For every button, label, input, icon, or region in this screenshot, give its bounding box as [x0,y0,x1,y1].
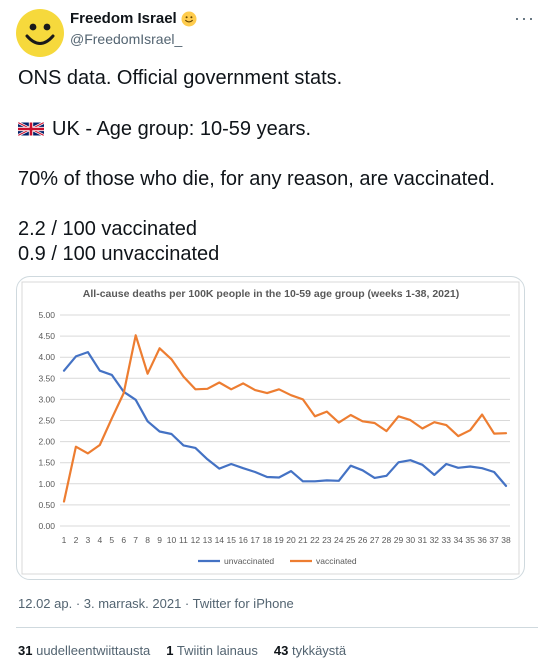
x-tick-label: 3 [86,535,91,545]
legend-label-unvaccinated: unvaccinated [224,556,274,566]
y-tick-label: 4.50 [38,331,55,341]
x-tick-label: 2 [74,535,79,545]
x-tick-label: 9 [157,535,162,545]
x-tick-label: 7 [133,535,138,545]
y-tick-label: 3.50 [38,373,55,383]
uk-flag-icon [18,121,44,137]
y-tick-label: 0.50 [38,500,55,510]
display-name-row[interactable]: Freedom Israel [70,10,197,27]
x-tick-label: 5 [109,535,114,545]
x-tick-label: 33 [442,535,452,545]
x-tick-label: 8 [145,535,150,545]
x-tick-label: 14 [215,535,225,545]
x-tick-label: 13 [203,535,213,545]
x-tick-label: 25 [346,535,356,545]
x-tick-label: 18 [262,535,272,545]
y-tick-label: 1.00 [38,479,55,489]
y-tick-label: 2.50 [38,416,55,426]
x-tick-label: 31 [418,535,428,545]
retweets-stat[interactable]: 31 uudelleentwiittausta [18,643,150,658]
tweet-text-line-4: 2.2 / 100 vaccinated [18,217,197,241]
x-tick-label: 1 [62,535,67,545]
engagement-stats: 31 uudelleentwiittausta 1 Twiitin lainau… [18,643,346,658]
avatar[interactable] [16,9,64,57]
x-tick-label: 17 [250,535,260,545]
x-tick-label: 19 [274,535,284,545]
x-tick-label: 36 [477,535,487,545]
x-tick-label: 38 [501,535,511,545]
x-tick-label: 23 [322,535,332,545]
x-tick-label: 27 [370,535,380,545]
x-tick-label: 34 [453,535,463,545]
chart-frame [22,282,519,574]
x-tick-label: 6 [121,535,126,545]
divider [16,627,538,628]
x-tick-label: 32 [430,535,440,545]
tweet-text-line-2-body: UK - Age group: 10-59 years. [52,118,311,140]
tweet-text-line-5: 0.9 / 100 unvaccinated [18,242,219,266]
x-tick-label: 20 [286,535,296,545]
x-tick-label: 30 [406,535,416,545]
x-tick-label: 10 [167,535,177,545]
x-tick-label: 22 [310,535,320,545]
y-tick-label: 5.00 [38,310,55,320]
x-tick-label: 26 [358,535,368,545]
x-tick-label: 15 [227,535,237,545]
deaths-line-chart: All-cause deaths per 100K people in the … [17,277,524,579]
likes-stat[interactable]: 43 tykkäystä [274,643,346,658]
x-tick-label: 16 [238,535,248,545]
x-tick-label: 35 [465,535,475,545]
x-tick-label: 24 [334,535,344,545]
y-tick-label: 3.00 [38,394,55,404]
y-tick-label: 4.00 [38,352,55,362]
x-tick-label: 4 [97,535,102,545]
more-options-icon[interactable]: ··· [514,8,535,29]
chart-title: All-cause deaths per 100K people in the … [83,288,459,300]
x-tick-label: 21 [298,535,308,545]
retweets-label: uudelleentwiittausta [36,643,150,658]
retweets-count: 31 [18,643,32,658]
likes-label: tykkäystä [292,643,346,658]
quotes-label: Twiitin lainaus [177,643,258,658]
smiley-emoji-icon [181,11,197,27]
x-tick-label: 12 [191,535,201,545]
legend-label-vaccinated: vaccinated [316,556,357,566]
user-handle[interactable]: @FreedomIsrael_ [70,31,182,47]
tweet-timestamp[interactable]: 12.02 ap. · 3. marrask. 2021 · Twitter f… [18,596,294,611]
y-tick-label: 2.00 [38,437,55,447]
x-tick-label: 29 [394,535,404,545]
tweet-text-line-1: ONS data. Official government stats. [18,66,342,90]
likes-count: 43 [274,643,288,658]
tweet-text-line-2: UK - Age group: 10-59 years. [18,117,311,141]
display-name[interactable]: Freedom Israel [70,10,177,27]
y-tick-label: 0.00 [38,521,55,531]
tweet-text-line-3: 70% of those who die, for any reason, ar… [18,167,495,191]
x-tick-label: 28 [382,535,392,545]
x-tick-label: 37 [489,535,499,545]
quotes-stat[interactable]: 1 Twiitin lainaus [166,643,258,658]
quotes-count: 1 [166,643,173,658]
x-tick-label: 11 [179,535,188,545]
y-tick-label: 1.50 [38,458,55,468]
chart-image[interactable]: All-cause deaths per 100K people in the … [16,276,525,580]
